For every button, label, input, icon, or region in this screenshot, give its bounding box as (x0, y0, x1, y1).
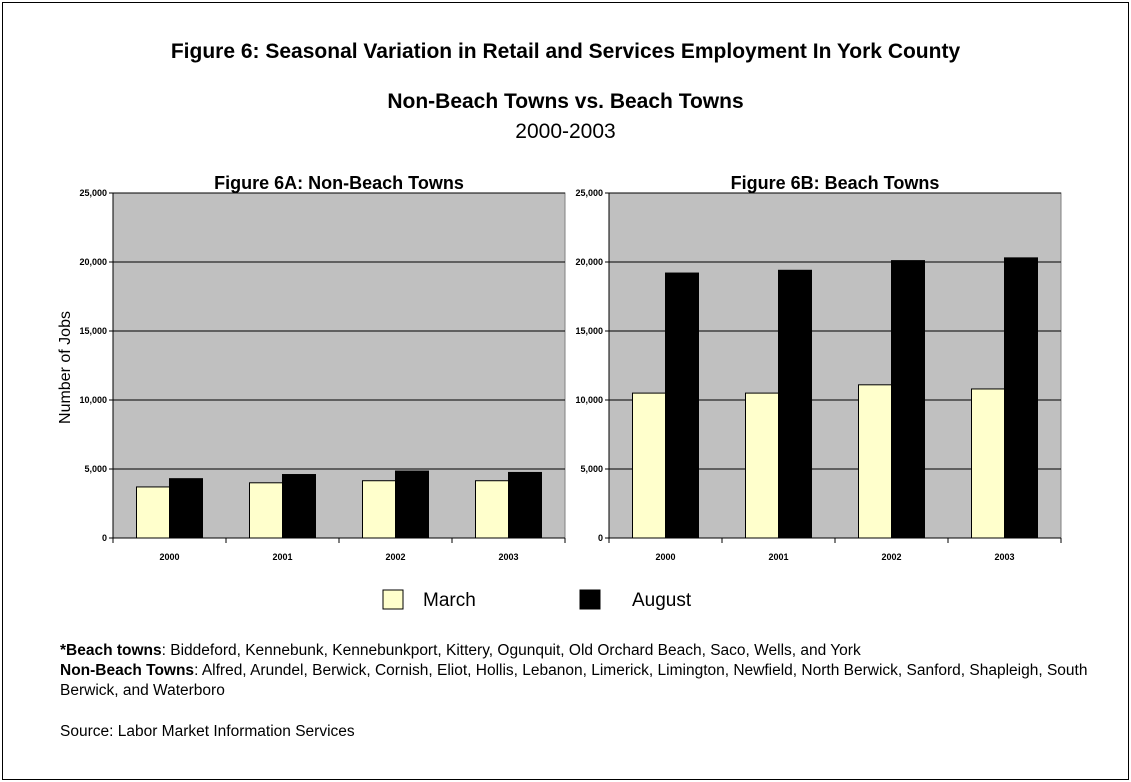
figure-years: 2000-2003 (515, 120, 616, 143)
legend-march-swatch (382, 589, 404, 610)
y-tick-label-b: 20,000 (575, 257, 603, 267)
y-tick-label-b: 0 (598, 533, 603, 543)
bar-b-august-2002 (891, 260, 925, 539)
x-tick-label-b: 2003 (994, 552, 1014, 562)
note-beach-text: : Biddeford, Kennebunk, Kennebunkport, K… (161, 642, 861, 659)
y-tick-label-b: 10,000 (575, 395, 603, 405)
bar-a-august-2002 (395, 470, 429, 539)
figure-subtitle: Non-Beach Towns vs. Beach Towns (387, 90, 744, 113)
x-tick-label-a: 2002 (385, 552, 405, 562)
x-tick-label-a: 2003 (498, 552, 518, 562)
x-tick-label-b: 2000 (655, 552, 675, 562)
bar-a-march-2000 (136, 486, 170, 539)
bar-a-march-2002 (362, 480, 396, 539)
note-nonbeach-text: : Alfred, Arundel, Berwick, Cornish, Eli… (60, 662, 1088, 699)
charts-area: Figure 6A: Non-Beach Towns 0 5,000 10,000 15… (57, 173, 1062, 611)
bar-b-august-2003 (1004, 257, 1038, 539)
bar-a-august-2001 (282, 474, 316, 539)
note-beach-towns: *Beach towns: Biddeford, Kennebunk, Kenn… (60, 641, 861, 661)
y-tick-label-a: 15,000 (79, 326, 107, 336)
y-tick-label-a: 10,000 (79, 395, 107, 405)
note-nonbeach-label: Non-Beach Towns (60, 662, 195, 679)
x-tick-label-b: 2002 (881, 552, 901, 562)
y-tick-label-a: 25,000 (79, 188, 107, 198)
legend-march-label: March (423, 590, 476, 611)
note-beach-label: *Beach towns (60, 642, 162, 659)
bar-b-august-2000 (665, 272, 699, 539)
panel-title-b: Figure 6B: Beach Towns (731, 173, 940, 193)
bar-b-august-2001 (778, 269, 812, 539)
bar-b-march-2000 (632, 392, 666, 539)
bar-a-august-2000 (169, 478, 203, 539)
y-tick-label-a: 20,000 (79, 257, 107, 267)
note-nonbeach-towns: Non-Beach Towns: Alfred, Arundel, Berwic… (60, 661, 1130, 701)
y-tick-label-a: 0 (102, 533, 107, 543)
y-tick-label-b: 15,000 (575, 326, 603, 336)
figure-title: Figure 6: Seasonal Variation in Retail a… (170, 40, 961, 63)
bar-a-august-2003 (508, 471, 542, 539)
bar-b-march-2003 (971, 388, 1005, 539)
panel-title-a: Figure 6A: Non-Beach Towns (214, 173, 464, 193)
legend-august-swatch (579, 589, 601, 610)
y-tick-label-b: 25,000 (575, 188, 603, 198)
note-source: Source: Labor Market Information Service… (60, 723, 355, 740)
x-tick-label-b: 2001 (768, 552, 788, 562)
y-axis-label-a: Number of Jobs (57, 311, 74, 424)
bar-b-march-2001 (745, 392, 779, 539)
y-tick-label-b: 5,000 (580, 464, 603, 474)
bar-a-march-2003 (475, 480, 509, 539)
legend-august-label: August (632, 590, 692, 611)
x-tick-label-a: 2001 (272, 552, 292, 562)
bar-a-march-2001 (249, 482, 283, 539)
x-tick-label-a: 2000 (159, 552, 179, 562)
bar-b-march-2002 (858, 384, 892, 539)
y-tick-label-a: 5,000 (84, 464, 107, 474)
